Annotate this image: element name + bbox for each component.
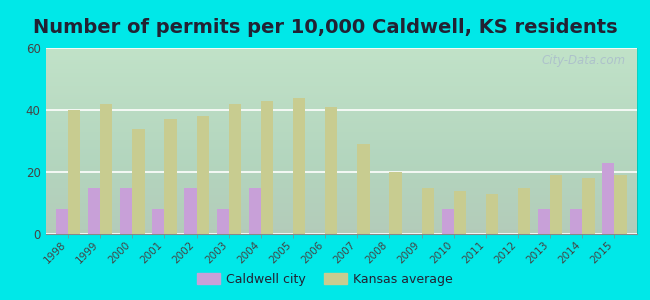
Bar — [152, 209, 164, 234]
Bar — [293, 98, 306, 234]
Bar — [358, 144, 370, 234]
Bar — [196, 116, 209, 234]
Bar — [518, 188, 530, 234]
Bar — [100, 104, 112, 234]
Bar — [486, 194, 498, 234]
Bar — [88, 188, 100, 234]
Bar — [441, 209, 454, 234]
Bar — [68, 110, 80, 234]
Bar — [164, 119, 177, 234]
Bar — [133, 129, 144, 234]
Bar — [325, 107, 337, 234]
Bar — [249, 188, 261, 234]
Text: Number of permits per 10,000 Caldwell, KS residents: Number of permits per 10,000 Caldwell, K… — [32, 18, 617, 37]
Bar — [389, 172, 402, 234]
Legend: Caldwell city, Kansas average: Caldwell city, Kansas average — [192, 268, 458, 291]
Bar — [603, 163, 614, 234]
Bar — [454, 190, 466, 234]
Bar — [120, 188, 133, 234]
Bar — [56, 209, 68, 234]
Bar — [185, 188, 196, 234]
Bar — [538, 209, 550, 234]
Bar — [229, 104, 241, 234]
Text: City-Data.com: City-Data.com — [541, 54, 625, 67]
Bar — [261, 101, 273, 234]
Bar — [422, 188, 434, 234]
Bar — [582, 178, 595, 234]
Bar — [614, 175, 627, 234]
Bar — [550, 175, 562, 234]
Bar — [216, 209, 229, 234]
Bar — [570, 209, 582, 234]
